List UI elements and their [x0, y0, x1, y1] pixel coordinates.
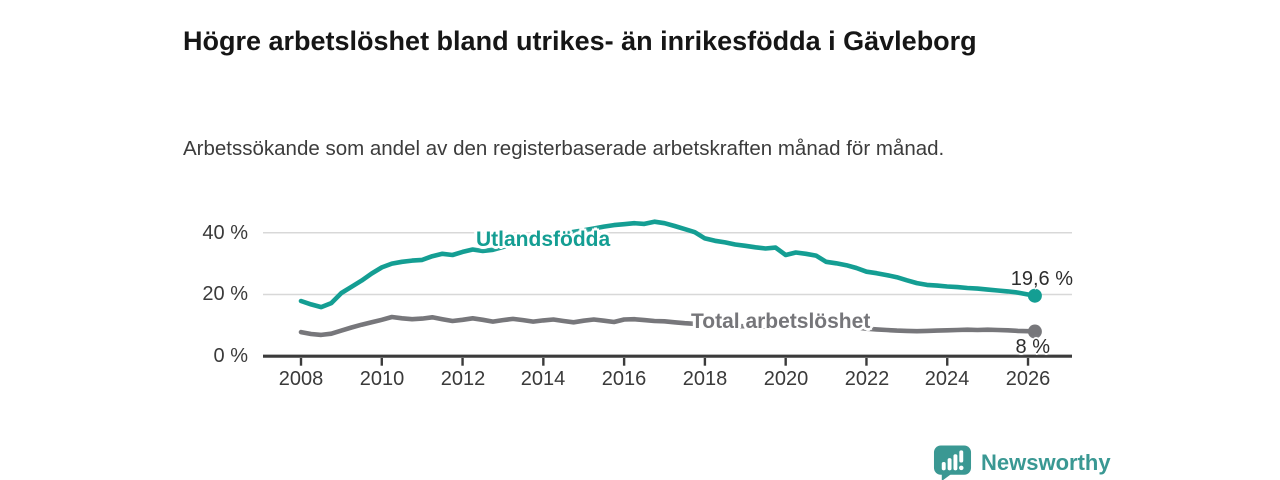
value-label-total: 8 %: [1015, 336, 1050, 358]
x-tick-label: 2024: [924, 368, 970, 390]
y-tick-label: 40 %: [202, 222, 248, 244]
x-tick-label: 2022: [844, 368, 890, 390]
x-tick-label: 2016: [601, 368, 647, 390]
x-tick-label: 2020: [763, 368, 809, 390]
chart-title: Högre arbetslöshet bland utrikes- än inr…: [183, 26, 977, 57]
y-tick-label: 0 %: [213, 345, 248, 367]
value-label-foreign-born: 19,6 %: [1010, 268, 1073, 290]
x-tick-label: 2026: [1005, 368, 1051, 390]
x-tick-label: 2008: [278, 368, 324, 390]
newsworthy-logo-icon: [933, 445, 972, 480]
series-label-total-arbetsloshet: Total arbetslöshet: [691, 310, 871, 333]
y-tick-label: 20 %: [202, 283, 248, 305]
x-tick-label: 2010: [359, 368, 405, 390]
newsworthy-wordmark: Newsworthy: [981, 450, 1111, 475]
x-tick-label: 2014: [520, 368, 566, 390]
series-label-utlandsfodda: Utlandsfödda: [476, 228, 611, 251]
newsworthy-logo[interactable]: Newsworthy: [933, 444, 1111, 480]
x-tick-label: 2018: [682, 368, 728, 390]
x-tick-label: 2012: [440, 368, 486, 390]
chart-subtitle: Arbetssökande som andel av den registerb…: [183, 136, 945, 160]
